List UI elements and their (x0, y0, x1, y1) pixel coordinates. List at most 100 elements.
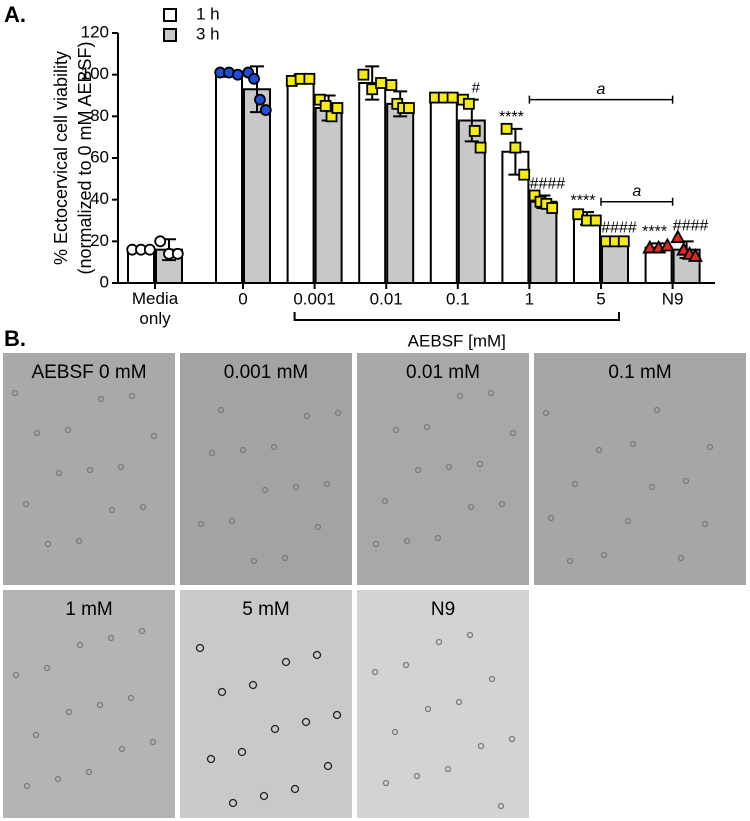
cell (150, 432, 158, 440)
cell (571, 480, 579, 488)
bar (215, 73, 243, 284)
data-point (589, 214, 602, 227)
bar (358, 82, 387, 284)
cell (466, 631, 474, 639)
significance-label: **** (499, 109, 524, 126)
cell (488, 675, 496, 683)
image-label: 1 mM (65, 599, 113, 620)
cell (624, 517, 632, 525)
cell (108, 506, 116, 514)
cell (381, 497, 389, 505)
x-tick-label: 0.01 (370, 289, 403, 308)
micrograph (534, 353, 746, 585)
x-tick-label: N9 (662, 289, 684, 308)
bar (601, 240, 629, 284)
cell (96, 701, 104, 709)
cell (332, 710, 342, 720)
cell (55, 469, 63, 477)
cell (403, 537, 411, 545)
data-point (154, 235, 167, 248)
cell (149, 738, 157, 746)
legend-label: 3 h (196, 24, 220, 43)
cell (76, 641, 84, 649)
cell (54, 775, 62, 783)
data-point (248, 72, 260, 85)
cell (22, 500, 30, 508)
y-tick-label: 60 (90, 147, 109, 166)
data-point (171, 247, 184, 260)
cell (43, 664, 51, 672)
cell (117, 463, 125, 471)
cell (270, 443, 278, 451)
legend-swatch (163, 28, 177, 42)
data-point (259, 104, 272, 116)
cell (402, 661, 410, 669)
bar (243, 88, 271, 284)
comparison-bracket (528, 95, 674, 104)
cell (32, 731, 40, 739)
cell (334, 409, 342, 417)
cell (33, 429, 41, 437)
cell (595, 446, 603, 454)
cell (281, 657, 291, 667)
data-point (357, 68, 370, 81)
cell (259, 791, 269, 801)
significance-label: #### (601, 219, 637, 236)
data-point (385, 79, 398, 91)
bar (573, 217, 601, 285)
x-tick-label: 1 (525, 289, 534, 308)
cell (392, 426, 400, 434)
cell (228, 517, 236, 525)
y-axis-label: (normalized to 0 mM AEBSF) (75, 41, 95, 274)
data-point (546, 202, 559, 214)
cell (476, 460, 484, 468)
significance-label: **** (571, 192, 596, 209)
cell (197, 520, 205, 528)
cell (11, 389, 19, 397)
y-tick-label: 40 (90, 189, 109, 208)
comparison-label: a (597, 81, 606, 98)
significance-label: #### (530, 176, 566, 193)
image-label: 5 mM (242, 599, 290, 620)
comparison-bracket (600, 197, 674, 206)
significance-label: #### (673, 217, 709, 234)
data-point (366, 83, 379, 96)
cell (44, 540, 52, 548)
cell (706, 443, 714, 451)
cell (391, 728, 399, 736)
cell (423, 423, 431, 431)
cell (314, 523, 322, 531)
image-label: AEBSF 0 mM (31, 362, 146, 383)
micrograph (357, 590, 529, 818)
image-label: 0.01 mM (406, 362, 480, 383)
cell (497, 802, 505, 810)
cell (292, 483, 300, 491)
significance-label: # (472, 80, 481, 97)
cell (261, 486, 269, 494)
cell (107, 634, 115, 642)
cell (547, 514, 555, 522)
cell (128, 392, 136, 400)
cell (508, 735, 516, 743)
data-point (659, 237, 675, 252)
data-point (231, 68, 244, 81)
cell (217, 406, 225, 414)
y-tick-label: 0 (100, 272, 109, 291)
cell (23, 782, 31, 790)
cell (414, 466, 422, 474)
cell (127, 694, 135, 702)
cell (701, 520, 709, 528)
bar (386, 102, 415, 285)
cell (12, 671, 20, 679)
cell (653, 406, 661, 414)
group-label: AEBSF [mM] (408, 331, 506, 350)
cell (498, 500, 506, 508)
cell (566, 557, 574, 565)
data-point (642, 239, 658, 254)
data-point (319, 100, 332, 112)
cell (600, 551, 608, 559)
cell (372, 540, 380, 548)
cell (509, 429, 517, 437)
micrograph (357, 353, 529, 585)
